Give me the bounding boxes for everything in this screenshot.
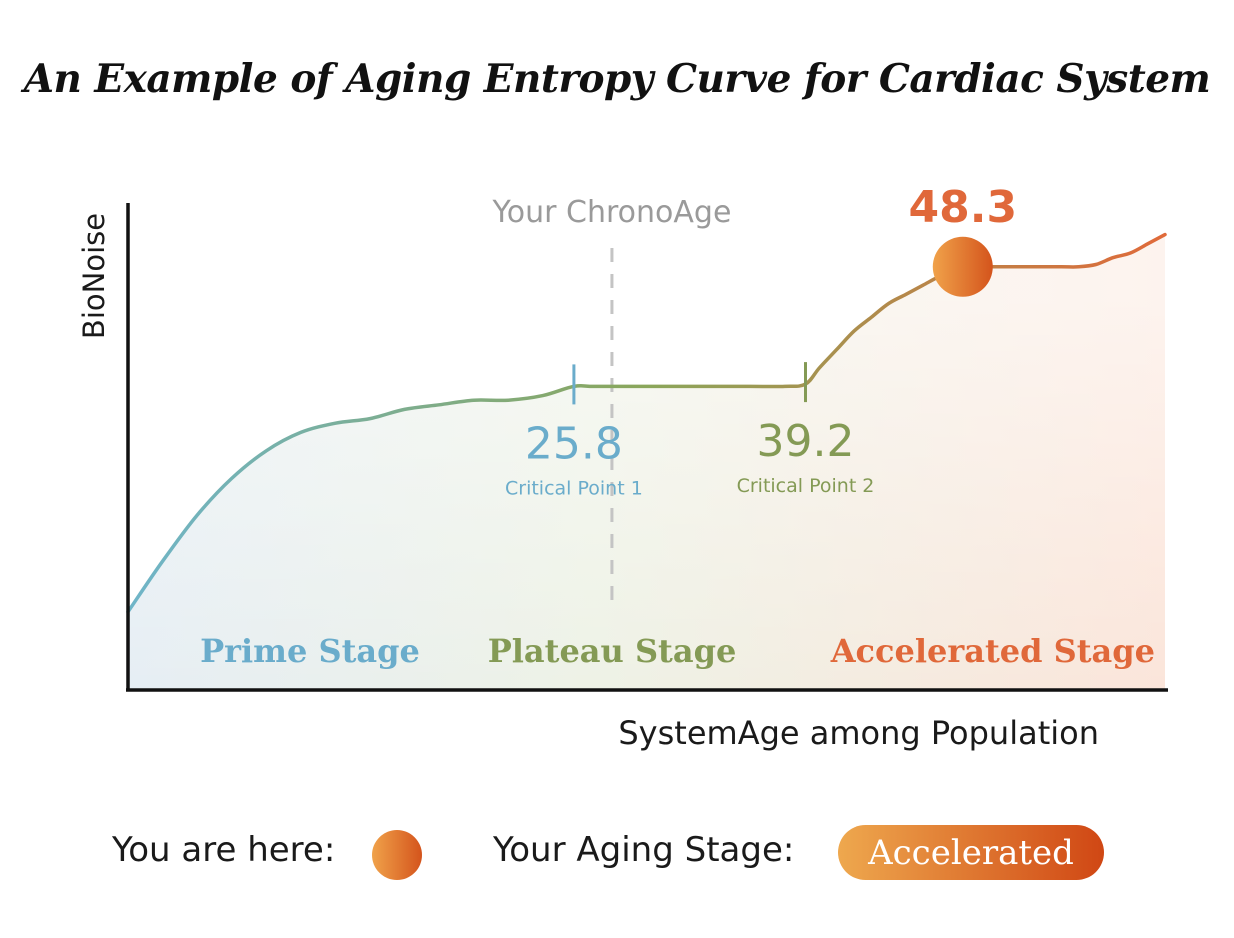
stage-label-accelerated: Accelerated Stage: [830, 632, 1155, 670]
x-axis-label: SystemAge among Population: [618, 714, 1099, 752]
aging-stage-badge: Accelerated: [838, 825, 1104, 880]
y-axis-label: BioNoise: [77, 213, 111, 339]
chart-svg: Your ChronoAge 25.8 Critical Point 1 39.…: [77, 182, 1168, 752]
current-position-marker: [932, 236, 993, 297]
curve-line: [126, 232, 1167, 614]
curve-area-fade: [128, 234, 1165, 690]
critical-point-1-label: Critical Point 1: [505, 477, 643, 499]
stage-label-plateau: Plateau Stage: [488, 632, 737, 670]
chrono-age-label: Your ChronoAge: [491, 195, 731, 230]
critical-point-2-value: 39.2: [757, 416, 855, 467]
critical-point-1-value: 25.8: [525, 418, 623, 469]
chart-title: An Example of Aging Entropy Curve for Ca…: [23, 56, 1211, 102]
current-value-label: 48.3: [909, 182, 1018, 233]
aging-stage-label: Your Aging Stage:: [493, 830, 795, 870]
stage-label-prime: Prime Stage: [200, 632, 420, 670]
you-are-here-label: You are here:: [112, 830, 336, 870]
critical-point-2-label: Critical Point 2: [737, 475, 875, 497]
legend-row: You are here: Your Aging Stage: Accelera…: [0, 822, 1234, 882]
you-are-here-marker-icon: [372, 830, 422, 880]
